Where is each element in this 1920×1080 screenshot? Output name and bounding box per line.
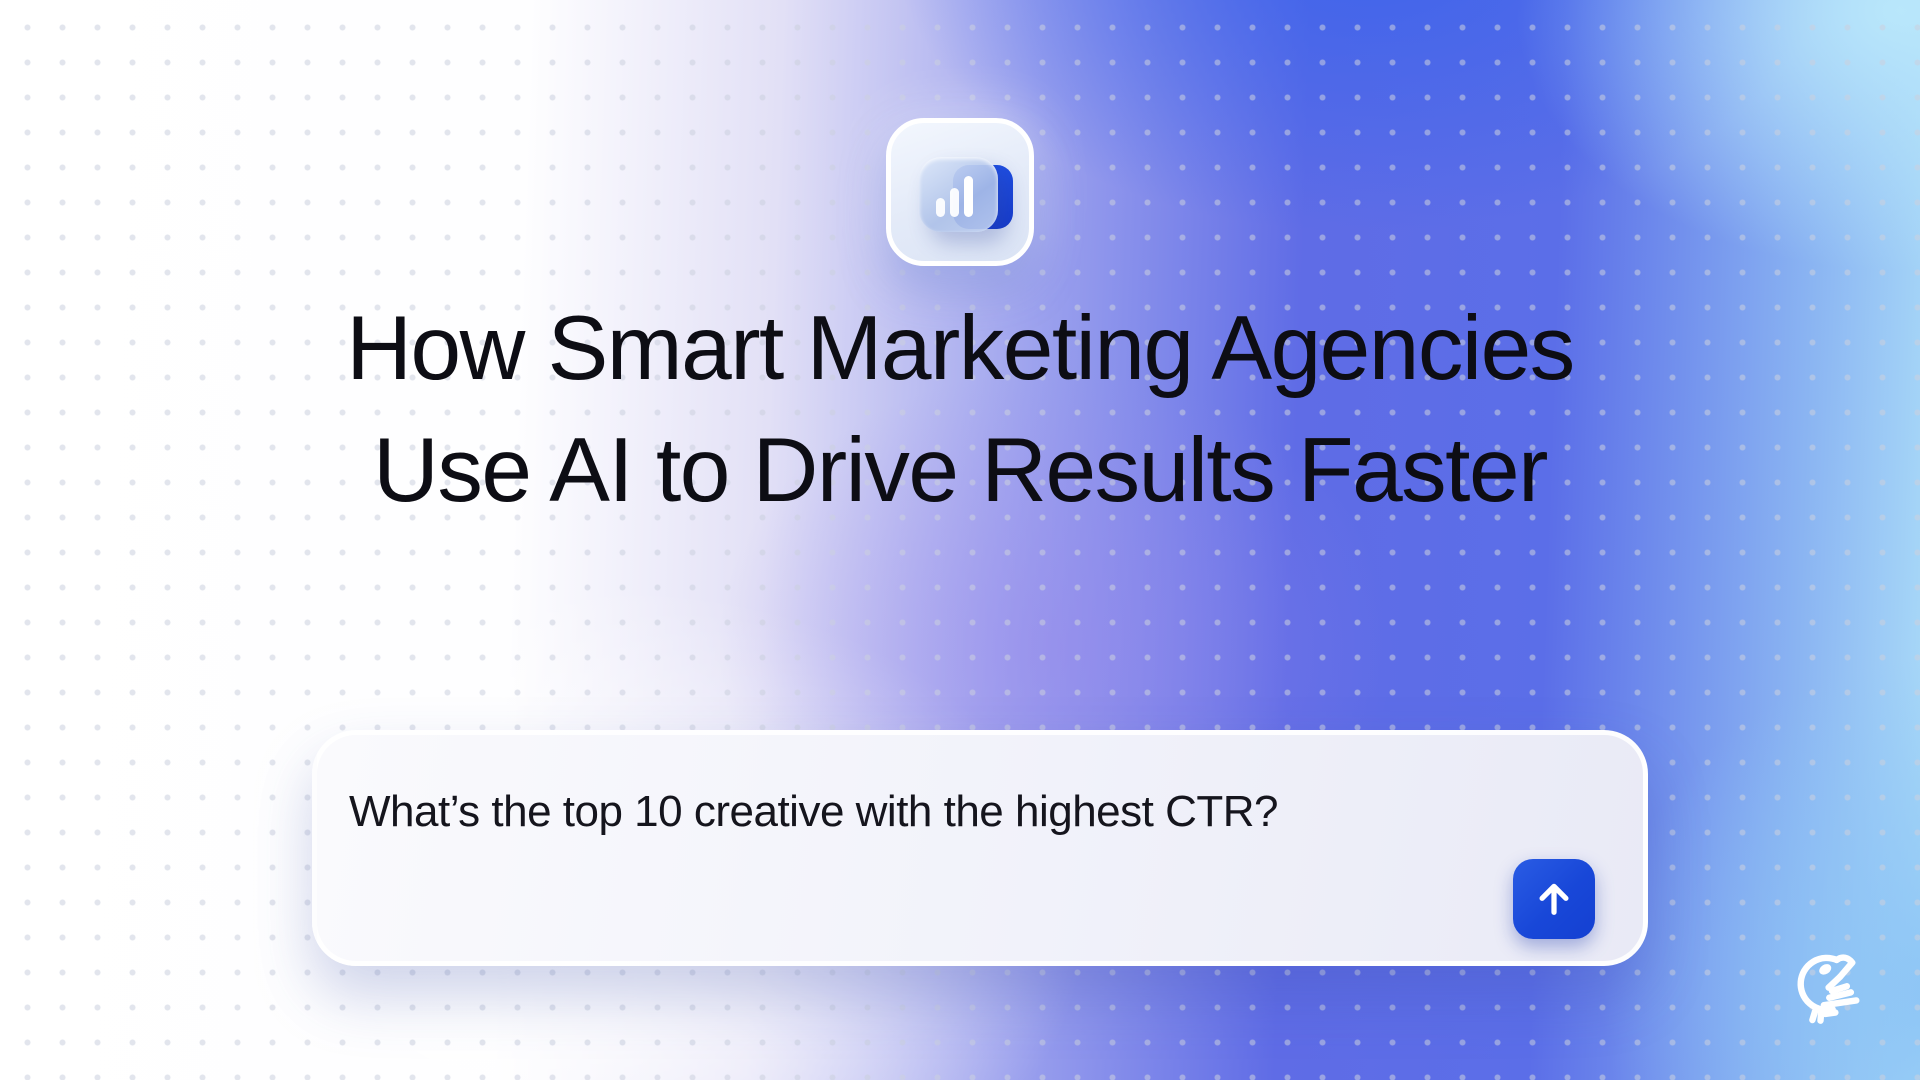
arrow-up-icon bbox=[1539, 883, 1569, 915]
chart-bar-medium bbox=[950, 188, 959, 217]
page-title-line-2: Use AI to Drive Results Faster bbox=[373, 419, 1548, 521]
prompt-input-box[interactable]: What’s the top 10 creative with the high… bbox=[312, 730, 1648, 966]
chart-bar-tall bbox=[964, 176, 973, 217]
page-title: How Smart Marketing Agencies Use AI to D… bbox=[0, 288, 1920, 532]
bar-chart-icon bbox=[919, 157, 998, 232]
app-icon bbox=[886, 118, 1034, 266]
send-button[interactable] bbox=[1513, 859, 1595, 939]
prompt-input-value[interactable]: What’s the top 10 creative with the high… bbox=[349, 787, 1279, 836]
chart-bar-small bbox=[936, 198, 945, 217]
page-title-line-1: How Smart Marketing Agencies bbox=[346, 298, 1575, 399]
bird-logo-icon bbox=[1797, 954, 1860, 1024]
